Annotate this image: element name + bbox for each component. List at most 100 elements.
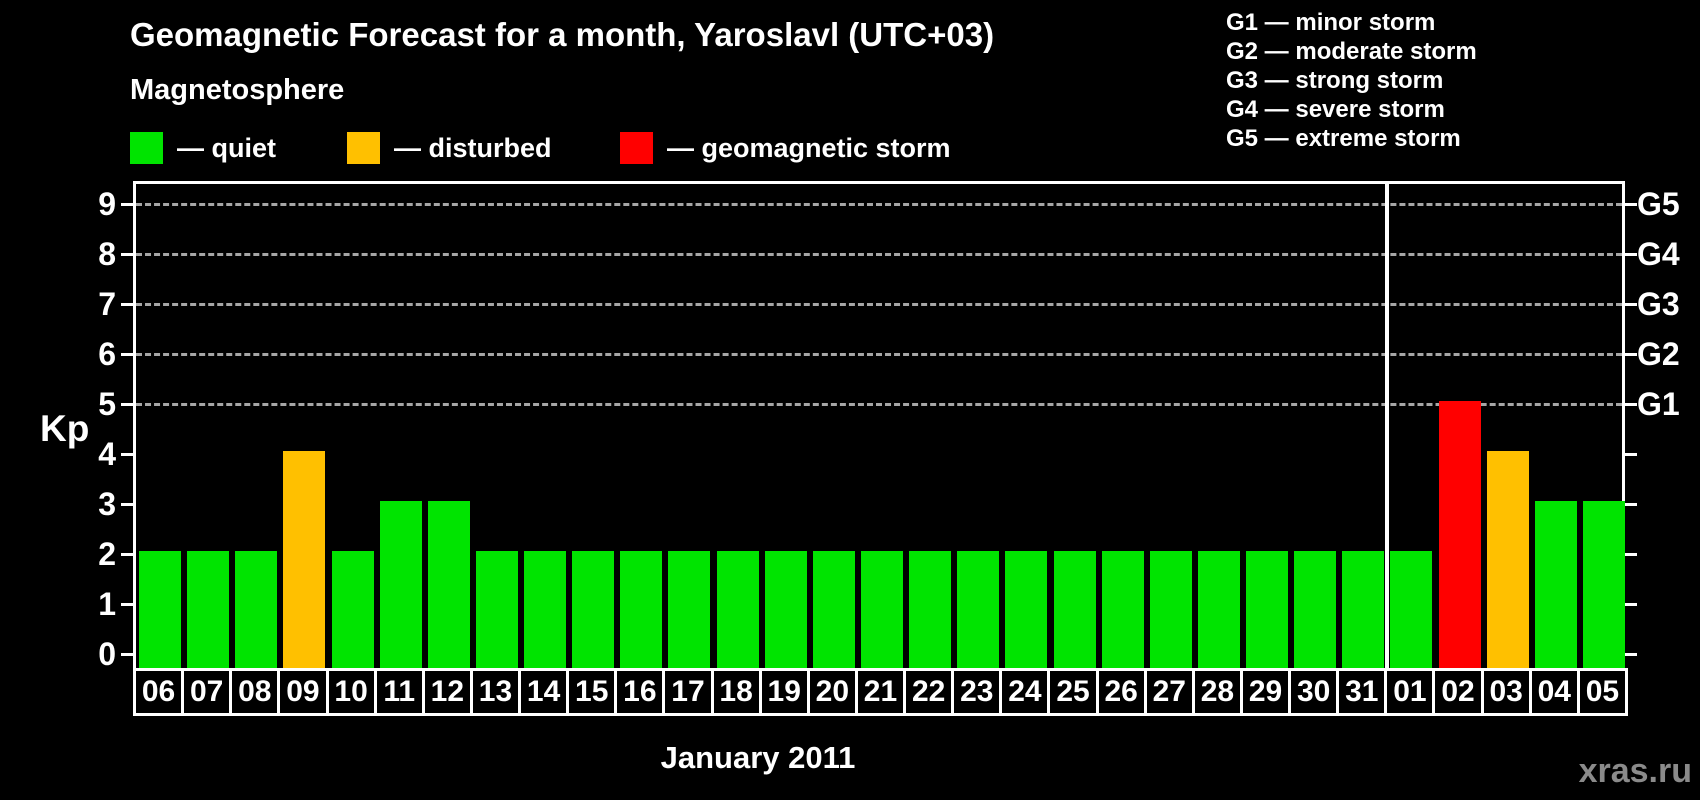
day-label-17: 17 — [662, 668, 714, 716]
kp-bar-07 — [187, 551, 230, 668]
gridline-kp8 — [136, 253, 1622, 256]
kp-bar-14 — [524, 551, 567, 668]
g-scale-label-g2: G2 — [1637, 336, 1680, 372]
storm-scale-line-g2: G2 — moderate storm — [1226, 38, 1477, 65]
kp-bar-13 — [475, 551, 518, 668]
kp-bar-27 — [1149, 551, 1192, 668]
kp-bar-25 — [1053, 551, 1096, 668]
kp-bar-23 — [957, 551, 1000, 668]
y-tick-label-1: 1 — [98, 586, 116, 622]
y-tick-label-8: 8 — [98, 236, 116, 272]
y-tick-right-3 — [1624, 503, 1637, 506]
kp-bar-16 — [620, 551, 663, 668]
storm-scale-line-g3: G3 — strong storm — [1226, 67, 1444, 94]
kp-bar-26 — [1101, 551, 1144, 668]
day-label-23: 23 — [951, 668, 1003, 716]
day-label-30: 30 — [1288, 668, 1340, 716]
g-scale-label-g5: G5 — [1637, 186, 1680, 222]
kp-bar-11 — [379, 501, 422, 668]
gridline-kp6 — [136, 353, 1622, 356]
legend-label-disturbed: — disturbed — [394, 133, 552, 163]
y-tick-right-7 — [1624, 303, 1637, 306]
y-tick-left-0 — [121, 653, 134, 656]
kp-bar-21 — [861, 551, 903, 668]
kp-bar-01 — [1390, 551, 1433, 668]
kp-bar-31 — [1342, 551, 1385, 668]
day-label-12: 12 — [421, 668, 473, 716]
y-tick-label-5: 5 — [98, 386, 116, 422]
y-tick-label-6: 6 — [98, 336, 116, 372]
y-tick-right-1 — [1624, 603, 1637, 606]
storm-scale-line-g4: G4 — severe storm — [1226, 96, 1445, 123]
day-label-09: 09 — [277, 668, 329, 716]
y-tick-label-0: 0 — [98, 636, 116, 672]
day-label-18: 18 — [710, 668, 762, 716]
day-label-14: 14 — [518, 668, 570, 716]
day-label-29: 29 — [1239, 668, 1292, 716]
storm-scale-line-g5: G5 — extreme storm — [1226, 125, 1461, 152]
y-tick-label-3: 3 — [98, 486, 116, 522]
day-label-21: 21 — [854, 668, 907, 716]
day-label-26: 26 — [1095, 668, 1147, 716]
y-tick-right-6 — [1624, 353, 1637, 356]
plot-area: 0 1 2 3 4 5 6 7 8 9 G1 G2 G3 G4 G5 — [98, 181, 1680, 670]
month-separator-line — [1385, 184, 1390, 668]
kp-bar-08 — [235, 551, 278, 668]
kp-bar-30 — [1294, 551, 1337, 668]
day-label-31: 31 — [1336, 668, 1388, 716]
kp-bar-17 — [668, 551, 711, 668]
storm-swatch-icon — [620, 132, 653, 164]
day-label-04: 04 — [1528, 668, 1580, 716]
month-label: January 2011 — [660, 740, 856, 775]
kp-bar-04 — [1534, 501, 1577, 668]
y-axis-label: Kp — [40, 408, 90, 449]
kp-bar-03 — [1486, 451, 1529, 668]
y-tick-left-3 — [121, 503, 134, 506]
day-label-25: 25 — [1047, 668, 1099, 716]
quiet-swatch-icon — [130, 132, 163, 164]
y-tick-right-2 — [1624, 553, 1637, 556]
y-tick-left-7 — [121, 303, 134, 306]
day-label-08: 08 — [229, 668, 281, 716]
kp-bar-09 — [283, 451, 326, 668]
day-label-15: 15 — [566, 668, 618, 716]
kp-bar-18 — [716, 551, 759, 668]
y-tick-left-9 — [121, 203, 134, 206]
y-tick-left-5 — [121, 403, 134, 406]
y-tick-label-7: 7 — [98, 286, 116, 322]
day-label-01: 01 — [1384, 668, 1436, 716]
y-tick-left-1 — [121, 603, 134, 606]
watermark: xras.ru — [1578, 752, 1692, 790]
magnetosphere-label: Magnetosphere — [130, 74, 345, 106]
gridline-kp5 — [136, 403, 1622, 406]
kp-bar-05 — [1582, 501, 1625, 668]
kp-bar-06 — [139, 551, 182, 668]
y-tick-left-4 — [121, 453, 134, 456]
y-tick-right-0 — [1624, 653, 1637, 656]
kp-bar-20 — [812, 551, 855, 668]
y-tick-label-2: 2 — [98, 536, 116, 572]
y-tick-right-9 — [1624, 203, 1637, 206]
day-label-27: 27 — [1143, 668, 1195, 716]
y-tick-label-4: 4 — [98, 436, 116, 472]
g-scale-label-g1: G1 — [1637, 386, 1680, 422]
y-tick-right-5 — [1624, 403, 1637, 406]
kp-bar-12 — [427, 501, 470, 668]
disturbed-swatch-icon — [347, 132, 380, 164]
day-label-22: 22 — [903, 668, 955, 716]
kp-bar-10 — [331, 551, 374, 668]
gridline-kp9 — [136, 203, 1622, 206]
gridline-kp7 — [136, 303, 1622, 306]
day-label-02: 02 — [1432, 668, 1484, 716]
y-tick-left-8 — [121, 253, 134, 256]
y-tick-right-4 — [1624, 453, 1637, 456]
legend-label-storm: — geomagnetic storm — [667, 133, 951, 163]
day-label-13: 13 — [469, 668, 522, 716]
day-label-10: 10 — [325, 668, 377, 716]
kp-bar-02 — [1438, 401, 1481, 668]
chart-title: Geomagnetic Forecast for a month, Yarosl… — [130, 16, 995, 53]
day-label-11: 11 — [373, 668, 425, 716]
storm-scale-line-g1: G1 — minor storm — [1226, 9, 1436, 36]
day-label-07: 07 — [181, 668, 233, 716]
legend-label-quiet: — quiet — [177, 133, 276, 163]
